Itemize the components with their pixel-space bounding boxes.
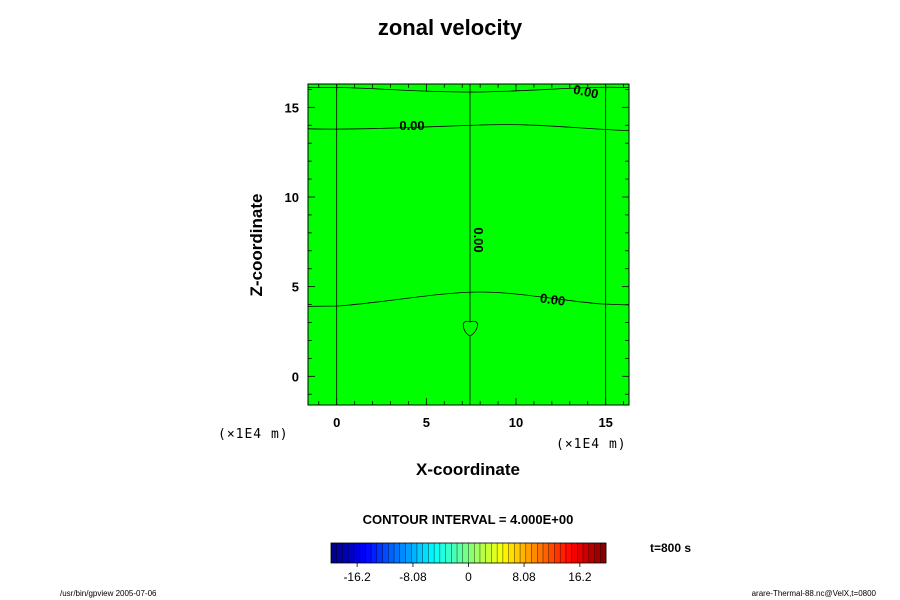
- colorbar-tick-label: -16.2: [343, 570, 371, 584]
- plot-area: 0.00 0.00 0.00 0.00 0 5 10 15 0 5 10 15: [285, 82, 630, 430]
- colorbar-segment: [434, 543, 441, 563]
- colorbar-segment: [411, 543, 418, 563]
- colorbar-segment: [405, 543, 412, 563]
- y-axis-unit: (×1E4 m): [218, 427, 289, 442]
- colorbar-segment: [594, 543, 601, 563]
- y-tick-label: 5: [292, 280, 299, 295]
- colorbar-segment: [491, 543, 498, 563]
- colorbar-segment: [588, 543, 595, 563]
- colorbar-segment: [571, 543, 578, 563]
- colorbar-segment: [342, 543, 349, 563]
- colorbar-segment: [479, 543, 486, 563]
- colorbar-segment: [428, 543, 435, 563]
- y-axis-label: Z-coordinate: [247, 193, 266, 297]
- colorbar-segment: [382, 543, 389, 563]
- colorbar-segment: [548, 543, 555, 563]
- plot-frame: [307, 83, 630, 406]
- colorbar-segment: [336, 543, 343, 563]
- colorbar-segment: [554, 543, 561, 563]
- colorbar-segment: [502, 543, 509, 563]
- colorbar-segment: [485, 543, 492, 563]
- colorbar-segment: [537, 543, 544, 563]
- colorbar-tick-label: 16.2: [568, 570, 592, 584]
- x-tick-label: 0: [333, 415, 340, 430]
- contour-line-top: [307, 86, 630, 93]
- colorbar-segment: [359, 543, 366, 563]
- colorbar-segment: [560, 543, 567, 563]
- colorbar-segment: [462, 543, 469, 563]
- colorbar-segment: [388, 543, 395, 563]
- contour-line-lower: [307, 291, 630, 307]
- contour-interval: CONTOUR INTERVAL = 4.000E+00: [362, 512, 574, 527]
- colorbar-segment: [468, 543, 475, 563]
- colorbar-segment: [514, 543, 521, 563]
- footer-right: arare-Thermal-88.nc@VelX,t=0800: [751, 589, 876, 598]
- colorbar-segment: [422, 543, 429, 563]
- contour-label: 0.00: [572, 82, 600, 102]
- contour-label: 0.00: [539, 290, 566, 308]
- colorbar-segment: [416, 543, 423, 563]
- colorbar-segment: [371, 543, 378, 563]
- footer-left: /usr/bin/gpview 2005-07-06: [60, 589, 157, 598]
- colorbar-tick-label: 0: [465, 570, 472, 584]
- colorbar-segment: [508, 543, 515, 563]
- colorbar-segment: [353, 543, 360, 563]
- colorbar-tick-label: 8.08: [512, 570, 536, 584]
- colorbar-segment: [520, 543, 527, 563]
- colorbar-segment: [445, 543, 452, 563]
- colorbar-segment: [525, 543, 532, 563]
- colorbar-segment: [531, 543, 538, 563]
- colorbar-segment: [376, 543, 383, 563]
- colorbar-segment: [583, 543, 590, 563]
- contour-loop: [462, 320, 478, 337]
- colorbar-segment: [365, 543, 372, 563]
- colorbar-tick-label: -8.08: [399, 570, 427, 584]
- colorbar-segment: [399, 543, 406, 563]
- y-tick-label: 15: [285, 100, 299, 115]
- x-tick-label: 10: [509, 415, 523, 430]
- colorbar-segment: [474, 543, 481, 563]
- time-label: t=800 s: [650, 541, 692, 555]
- colorbar-segment: [542, 543, 550, 563]
- colorbar-segment: [394, 543, 401, 563]
- colorbar: -16.2 -8.08 0 8.08 16.2: [330, 542, 607, 584]
- x-tick-label: 15: [598, 415, 612, 430]
- colorbar-segment: [577, 543, 584, 563]
- contour-line-upper: [307, 124, 630, 132]
- x-axis-label: X-coordinate: [416, 460, 520, 479]
- x-tick-label: 5: [423, 415, 430, 430]
- colorbar-segment: [331, 543, 338, 563]
- chart-title: zonal velocity: [377, 15, 523, 40]
- colorbar-segment: [600, 543, 607, 563]
- colorbar-segment: [348, 543, 355, 563]
- contour-label: 0.00: [471, 227, 486, 252]
- colorbar-segment: [457, 543, 464, 563]
- colorbar-segment: [439, 543, 446, 563]
- contour-label: 0.00: [399, 118, 424, 133]
- y-tick-label: 0: [292, 369, 299, 384]
- x-axis-unit: (×1E4 m): [556, 437, 627, 452]
- colorbar-segment: [565, 543, 572, 563]
- colorbar-segment: [451, 543, 458, 563]
- colorbar-segment: [497, 543, 504, 563]
- y-tick-label: 10: [285, 190, 299, 205]
- velocity-field: [308, 84, 629, 405]
